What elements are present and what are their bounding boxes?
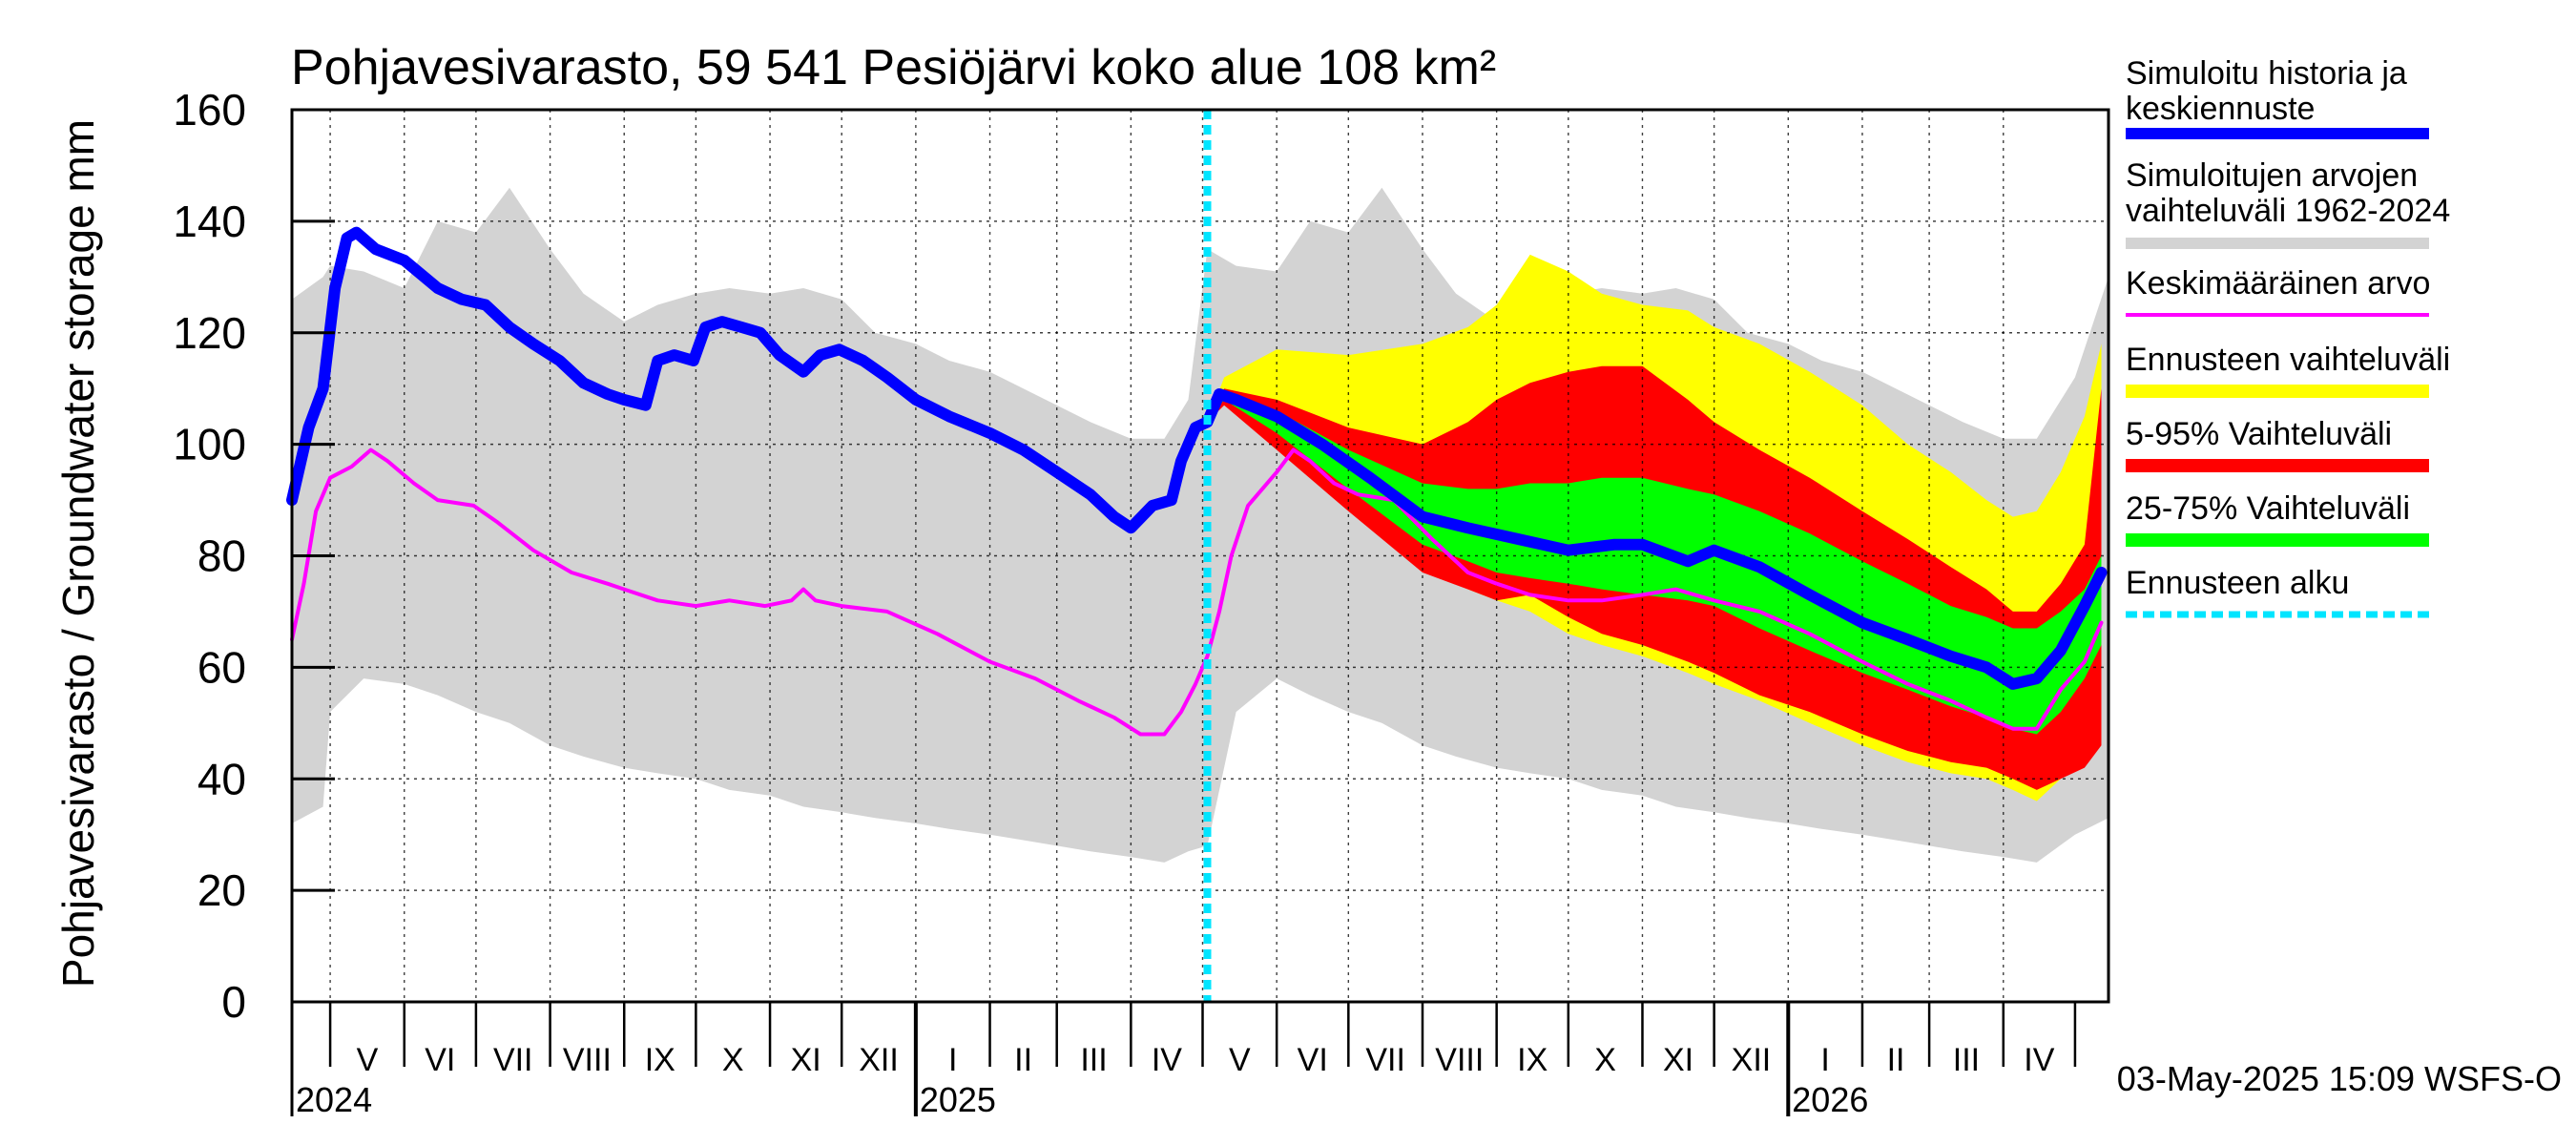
month-label: VII [493, 1042, 533, 1078]
year-label: 2026 [1792, 1080, 1868, 1119]
month-label: VI [425, 1042, 455, 1078]
legend-label: vaihteluväli 1962-2024 [2126, 193, 2450, 229]
month-label: XII [1732, 1042, 1772, 1078]
y-tick-label: 80 [197, 531, 246, 581]
month-label: II [1014, 1042, 1032, 1078]
series-simuloitu-historia-ja-keskiennuste [286, 226, 2108, 690]
y-tick-label: 120 [173, 308, 246, 358]
chart-title: Pohjavesivarasto, 59 541 Pesiöjärvi koko… [291, 40, 1496, 95]
legend-label: Ennusteen vaihteluväli [2126, 342, 2450, 378]
month-label: VII [1365, 1042, 1405, 1078]
month-label: XII [859, 1042, 899, 1078]
month-label: I [1820, 1042, 1829, 1078]
legend-item-fc-start: Ennusteen alku [2126, 565, 2429, 618]
month-label: VI [1298, 1042, 1328, 1078]
legend-label: 5-95% Vaihteluväli [2126, 416, 2392, 452]
y-tick-label: 160 [173, 85, 246, 135]
month-label: VIII [1435, 1042, 1484, 1078]
month-label: III [1080, 1042, 1107, 1078]
band-layer [292, 187, 2109, 863]
month-label: X [722, 1042, 744, 1078]
y-tick-label: 100 [173, 420, 246, 469]
month-label: IX [1517, 1042, 1548, 1078]
legend: Simuloitu historia jakeskiennusteSimuloi… [2126, 55, 2450, 618]
month-label: IV [2024, 1042, 2054, 1078]
year-label: 2024 [296, 1080, 372, 1119]
month-label: III [1953, 1042, 1980, 1078]
series-keskim-r-inen-arvo [290, 448, 2104, 737]
y-tick-label: 140 [173, 197, 246, 246]
legend-label: keskiennuste [2126, 91, 2315, 127]
y-tick-label: 0 [221, 977, 246, 1027]
y-tick-label: 60 [197, 642, 246, 692]
legend-label: 25-75% Vaihteluväli [2126, 490, 2410, 527]
legend-item-fc-range: Ennusteen vaihteluväli [2126, 342, 2450, 398]
month-label: I [948, 1042, 957, 1078]
month-label: IX [645, 1042, 675, 1078]
legend-label: Ennusteen alku [2126, 565, 2349, 601]
year-label: 2025 [920, 1080, 996, 1119]
month-label: X [1594, 1042, 1616, 1078]
month-label: II [1887, 1042, 1905, 1078]
y-tick-label: 40 [197, 754, 246, 803]
footer-timestamp: 03-May-2025 15:09 WSFS-O [2117, 1059, 2562, 1098]
legend-label: Simuloitu historia ja [2126, 55, 2407, 92]
month-label: V [1229, 1042, 1251, 1078]
legend-label: Simuloitujen arvojen [2126, 157, 2418, 194]
legend-item-mean: Keskimääräinen arvo [2126, 265, 2430, 317]
month-label: XI [791, 1042, 821, 1078]
legend-item-p25-75: 25-75% Vaihteluväli [2126, 490, 2429, 547]
y-axis-label: Pohjavesivarasto / Groundwater storage m… [53, 119, 103, 988]
line-layer [286, 110, 2108, 1002]
legend-label: Keskimääräinen arvo [2126, 265, 2430, 302]
y-tick-label: 20 [197, 865, 246, 915]
month-label: IV [1152, 1042, 1182, 1078]
legend-item-p5-95: 5-95% Vaihteluväli [2126, 416, 2429, 472]
month-label: VIII [563, 1042, 612, 1078]
band-25-75-vaihteluv-li [1207, 394, 2102, 735]
month-label: XI [1663, 1042, 1693, 1078]
month-label: V [357, 1042, 379, 1078]
